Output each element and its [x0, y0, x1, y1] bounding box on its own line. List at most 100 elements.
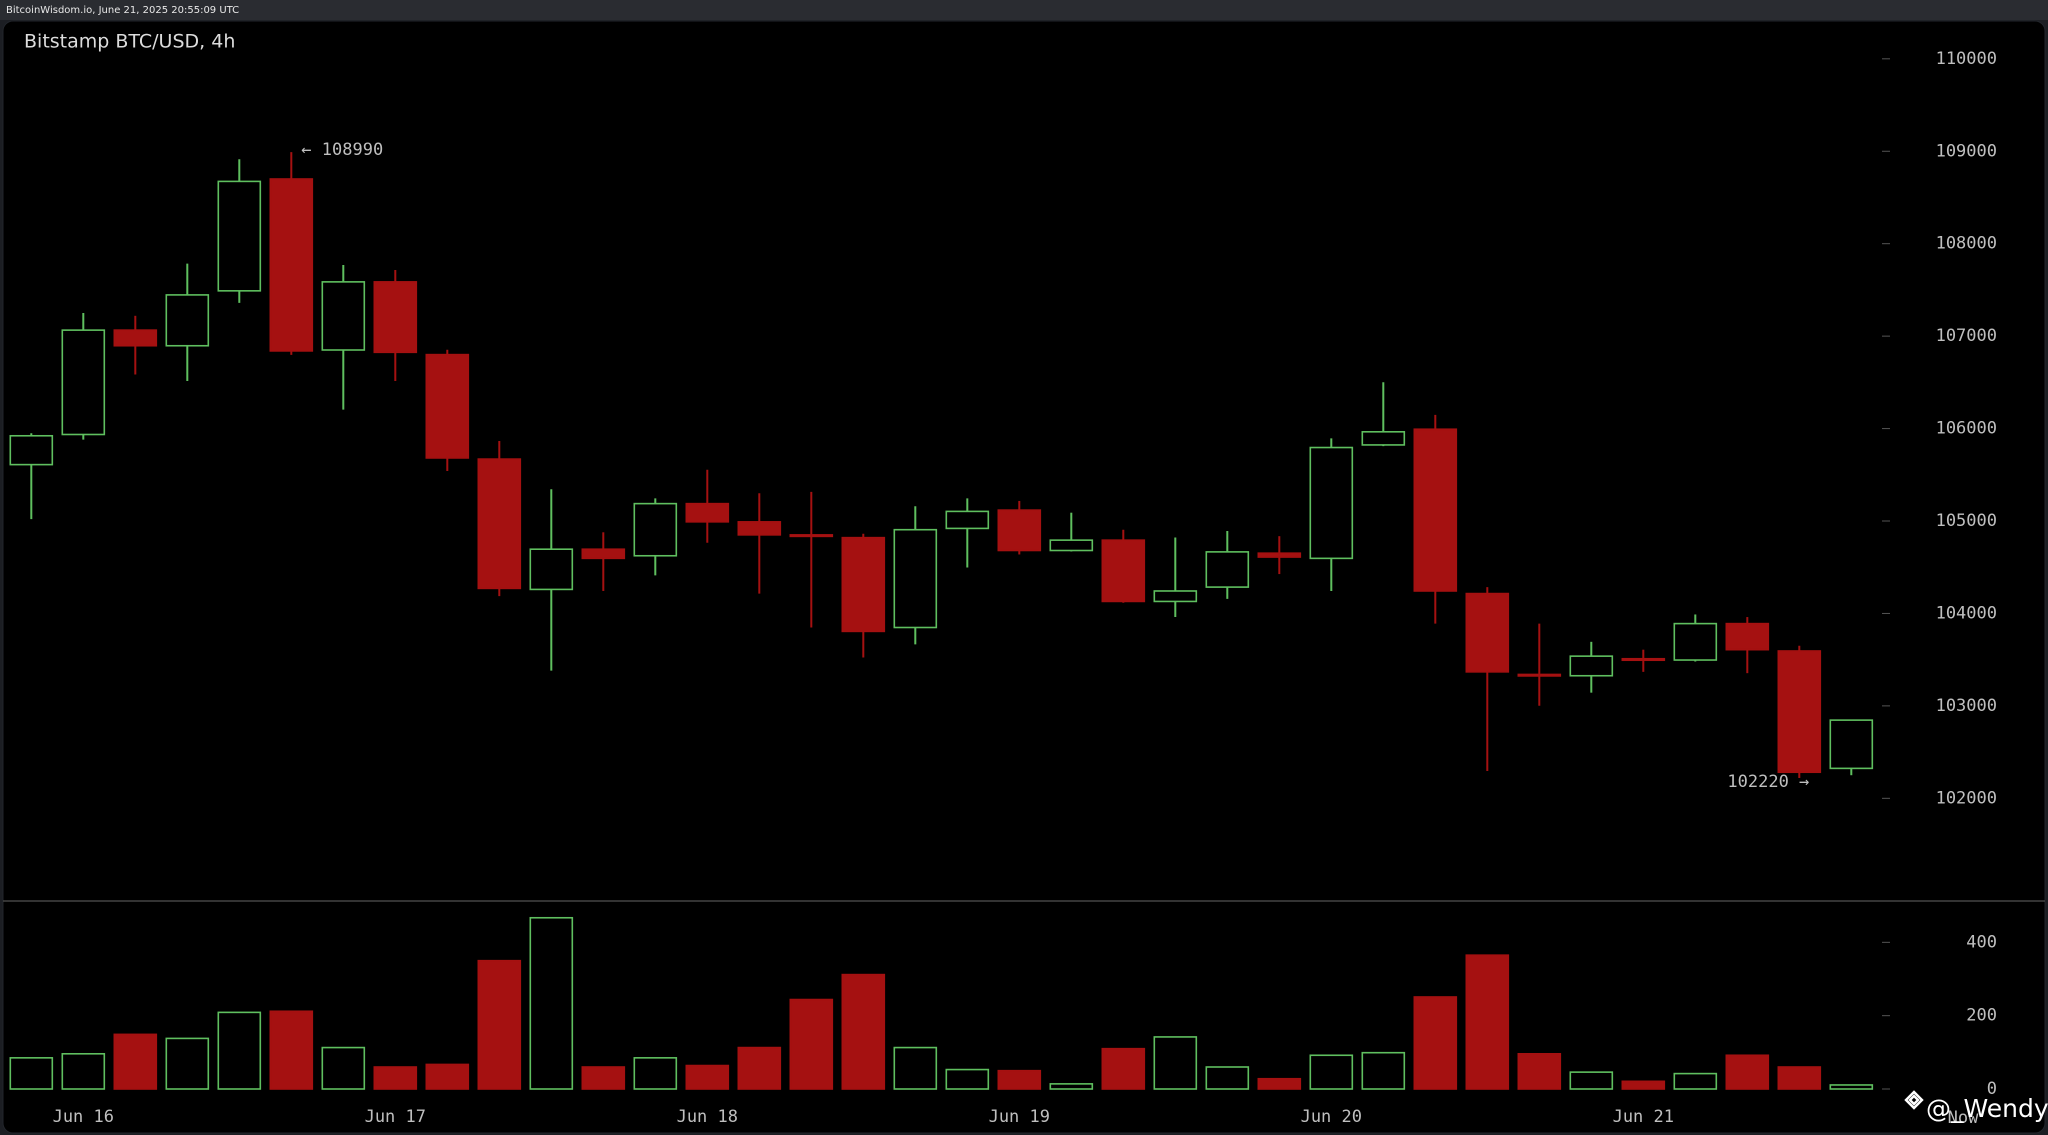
candle-body — [1673, 622, 1718, 661]
watermark-logo — [1904, 1090, 1924, 1110]
y-tick-label: 105000 — [1936, 511, 1997, 531]
y-tick-label: 106000 — [1936, 419, 1997, 439]
volume-bar — [217, 1011, 262, 1090]
volume-bar — [1725, 1054, 1770, 1090]
y-tick-label: 110000 — [1936, 49, 1997, 69]
volume-bar — [1361, 1051, 1406, 1090]
candle-body — [1309, 446, 1354, 560]
watermark-text: @_Wendy — [1926, 1094, 2048, 1123]
volume-bar — [9, 1057, 54, 1090]
volume-bar — [1673, 1072, 1718, 1090]
candle-body — [425, 353, 470, 459]
volume-bar — [1049, 1083, 1094, 1090]
candle-body — [113, 329, 158, 347]
y-tick-label: 400 — [1966, 932, 1997, 952]
volume-bar — [373, 1066, 418, 1090]
volume-bar — [1257, 1077, 1302, 1090]
candle-body — [1361, 431, 1406, 446]
candle-body — [1413, 428, 1458, 592]
volume-bar — [945, 1068, 990, 1090]
y-tick-label: 107000 — [1936, 326, 1997, 346]
chart-title: Bitstamp BTC/USD, 4h — [24, 31, 235, 53]
volume-bar — [61, 1053, 106, 1090]
candle-body — [1777, 650, 1822, 774]
volume-bar — [581, 1066, 626, 1090]
candle-body — [1101, 539, 1146, 603]
candle-body — [321, 281, 366, 351]
y-tick-label: 0 — [1987, 1079, 1997, 1099]
x-tick-label: Jun 19 — [989, 1107, 1050, 1127]
candle-body — [945, 510, 990, 530]
top-bar — [0, 0, 2048, 20]
candle-body — [1205, 551, 1250, 588]
candle-body — [477, 458, 522, 590]
now-label: Now — [1948, 1108, 1979, 1128]
y-tick-label: 103000 — [1936, 696, 1997, 716]
candle-body — [1569, 655, 1614, 677]
volume-bar — [737, 1046, 782, 1090]
watermark: @_Wendy — [1904, 1090, 2048, 1123]
volume-bar — [1309, 1054, 1354, 1090]
volume-bar — [165, 1037, 210, 1090]
candle-body — [997, 509, 1042, 552]
candle-body — [1621, 657, 1666, 662]
y-tick-label: 104000 — [1936, 603, 1997, 623]
volume-bar — [1621, 1080, 1666, 1090]
candle-body — [529, 548, 574, 591]
x-tick-label: Jun 21 — [1613, 1107, 1674, 1127]
candle-body — [1465, 592, 1510, 673]
volume-bar — [1153, 1036, 1198, 1090]
candle-body — [893, 528, 938, 629]
high-annotation: ← 108990 — [301, 140, 383, 160]
candle-body — [633, 502, 678, 557]
candle-body — [9, 434, 54, 466]
volume-bar — [1829, 1084, 1874, 1090]
x-tick-label: Jun 16 — [53, 1107, 114, 1127]
volume-bar — [425, 1063, 470, 1090]
header: BitcoinWisdom.io, June 21, 2025 20:55:09… — [6, 5, 239, 16]
y-tick-label: 200 — [1966, 1006, 1997, 1026]
volume-bar — [529, 916, 574, 1090]
volume-bar — [893, 1046, 938, 1090]
candle-body — [581, 548, 626, 560]
volume-bar — [997, 1069, 1042, 1090]
candle-body — [1153, 590, 1198, 603]
candle-body — [1257, 552, 1302, 558]
volume-bar — [1777, 1066, 1822, 1090]
volume-bar — [633, 1057, 678, 1090]
x-tick-label: Jun 17 — [365, 1107, 426, 1127]
candle-body — [269, 178, 314, 352]
candle-body — [1049, 539, 1094, 552]
candle-body — [841, 536, 886, 633]
x-tick-label: Jun 18 — [677, 1107, 738, 1127]
low-annotation: 102220 → — [1727, 772, 1809, 792]
volume-bar — [1205, 1066, 1250, 1090]
volume-bar — [841, 973, 886, 1090]
y-tick-label: 102000 — [1936, 788, 1997, 808]
y-tick-label: 108000 — [1936, 234, 1997, 254]
candle-body — [61, 329, 106, 436]
volume-bar — [269, 1010, 314, 1090]
y-tick-label: 109000 — [1936, 141, 1997, 161]
volume-bar — [1101, 1047, 1146, 1090]
candle-body — [1829, 719, 1874, 770]
volume-bar — [1517, 1053, 1562, 1090]
x-tick-label: Jun 20 — [1301, 1107, 1362, 1127]
volume-bar — [1413, 996, 1458, 1090]
volume-bar — [321, 1046, 366, 1090]
volume-bar — [1569, 1071, 1614, 1090]
chart-frame — [2, 20, 2046, 1134]
volume-bar — [685, 1064, 730, 1090]
volume-bar — [789, 998, 834, 1090]
candle-body — [789, 534, 834, 538]
candle-body — [737, 521, 782, 536]
candle-body — [1725, 622, 1770, 651]
candle-body — [217, 180, 262, 292]
volume-bar — [113, 1033, 158, 1090]
volume-bar — [477, 959, 522, 1090]
candle-body — [165, 294, 210, 347]
candle-body — [685, 502, 730, 523]
candle-body — [1517, 673, 1562, 677]
